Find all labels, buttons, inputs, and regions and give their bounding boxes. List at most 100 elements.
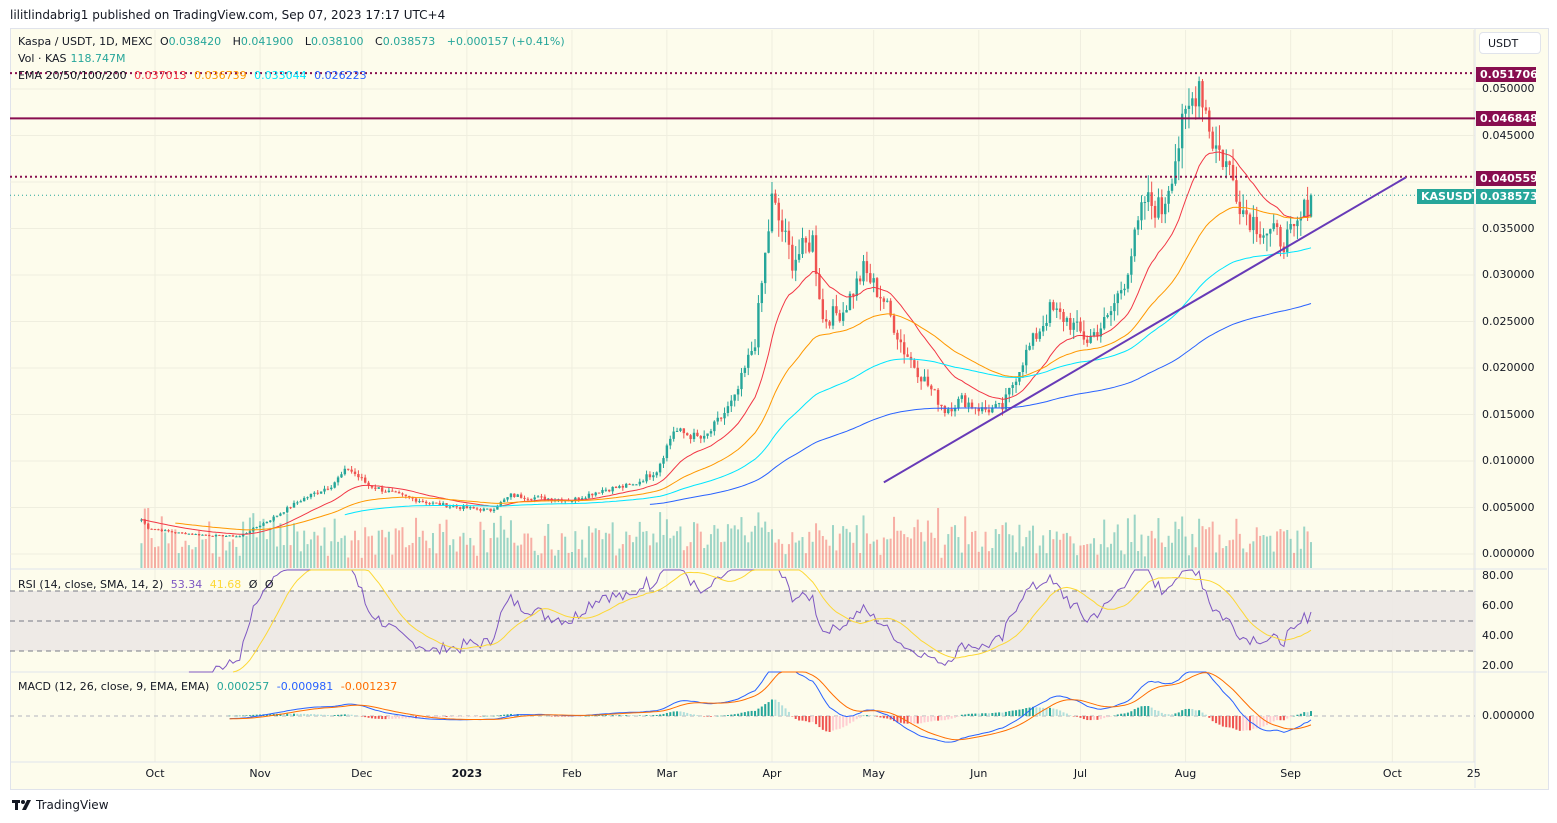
candle-body — [1089, 335, 1092, 343]
macd-histogram-bar — [1293, 715, 1296, 717]
volume-bar — [994, 529, 997, 568]
candle-body — [1241, 210, 1245, 215]
candle-body — [743, 367, 747, 373]
candle-body — [614, 486, 618, 489]
macd-histogram-bar — [720, 715, 723, 717]
macd-histogram-bar — [611, 715, 614, 716]
candle-body — [733, 394, 736, 401]
candle-body — [1164, 203, 1167, 215]
macd-histogram-bar — [550, 716, 553, 717]
volume-bar — [852, 542, 855, 568]
volume-label[interactable]: Vol · KAS — [18, 52, 67, 65]
candle-body — [764, 252, 767, 284]
volume-bar — [899, 530, 902, 568]
macd-histogram-bar — [255, 714, 258, 716]
time-axis-label: Feb — [562, 767, 582, 780]
volume-bar — [184, 540, 187, 568]
rsi-label[interactable]: RSI (14, close, SMA, 14, 2) — [18, 578, 164, 591]
volume-bar — [1303, 526, 1306, 568]
tradingview-logo-icon — [12, 800, 31, 810]
macd-histogram-bar — [1015, 710, 1018, 716]
volume-bar — [943, 544, 946, 568]
volume-bar — [452, 539, 455, 568]
candle-body — [489, 508, 492, 512]
macd-histogram-bar — [282, 713, 285, 716]
macd-histogram-bar — [238, 715, 241, 717]
macd-histogram-bar — [398, 716, 401, 719]
candle-body — [1180, 113, 1184, 149]
candle-body — [523, 497, 526, 499]
candle-body — [926, 376, 930, 386]
macd-histogram-bar — [1089, 716, 1092, 721]
price-axis-label: 0.005000 — [1482, 500, 1535, 514]
volume-bar — [381, 529, 384, 568]
macd-histogram-bar — [354, 715, 357, 716]
volume-bar — [228, 541, 231, 568]
chart-frame[interactable] — [10, 28, 1549, 790]
candle-body — [462, 505, 465, 510]
time-axis-label: Apr — [762, 767, 782, 780]
candle-body — [719, 417, 723, 419]
candle-body — [879, 296, 882, 299]
candle-body — [404, 494, 408, 496]
publish-info: lilitlindabrig1 published on TradingView… — [10, 8, 446, 22]
volume-bar — [798, 540, 801, 568]
macd-histogram-bar — [604, 715, 607, 716]
macd-histogram-bar — [1045, 708, 1048, 716]
volume-bar — [1238, 533, 1241, 568]
macd-label[interactable]: MACD (12, 26, close, 9, EMA, EMA) — [18, 680, 210, 693]
low-label: L — [304, 35, 312, 48]
candle-body — [211, 535, 214, 537]
macd-histogram-bar — [876, 716, 879, 717]
macd-histogram-bar — [1018, 709, 1021, 716]
volume-bar — [1150, 530, 1153, 568]
macd-histogram-bar — [699, 715, 702, 717]
candle-body — [1208, 110, 1211, 132]
volume-bar — [231, 539, 234, 568]
candle-body — [882, 298, 886, 302]
currency-button[interactable]: USDT — [1479, 32, 1541, 54]
macd-histogram-bar — [794, 716, 797, 719]
tradingview-logo[interactable]: TradingView — [12, 798, 109, 812]
symbol-title[interactable]: Kaspa / USDT, 1D, MEXC — [18, 35, 153, 48]
volume-bar — [808, 531, 811, 568]
macd-histogram-bar — [1021, 709, 1024, 716]
volume-bar — [737, 529, 740, 568]
candle-body — [414, 498, 418, 502]
macd-histogram-bar — [991, 713, 994, 716]
candle-body — [411, 497, 414, 499]
candle-body — [140, 519, 143, 521]
volume-bar — [523, 533, 526, 568]
candle-body — [1123, 288, 1126, 291]
volume-bar — [374, 554, 377, 568]
candle-body — [919, 377, 923, 382]
candle-body — [648, 474, 652, 478]
volume-bar — [181, 546, 184, 568]
volume-bar — [1259, 535, 1262, 568]
ema-label[interactable]: EMA 20/50/100/200 — [18, 69, 127, 82]
volume-bar — [947, 534, 950, 568]
macd-histogram-bar — [309, 714, 312, 716]
high-label: H — [232, 35, 241, 48]
candle-body — [401, 493, 404, 495]
volume-bar — [398, 530, 401, 568]
macd-histogram-bar — [1140, 706, 1143, 716]
volume-bar — [1187, 555, 1190, 568]
volume-bar — [801, 537, 804, 568]
candle-body — [997, 403, 1001, 405]
macd-histogram-bar — [726, 715, 729, 716]
candle-body — [336, 477, 340, 483]
candle-body — [774, 193, 777, 203]
candle-body — [828, 321, 831, 326]
macd-histogram-bar — [615, 715, 618, 716]
macd-histogram-bar — [337, 714, 340, 716]
volume-bar — [408, 545, 411, 568]
volume-bar — [204, 538, 207, 568]
volume-bar — [499, 515, 502, 568]
volume-bar — [357, 540, 360, 568]
candle-body — [858, 278, 862, 282]
candle-body — [248, 531, 252, 533]
volume-bar — [1252, 541, 1255, 568]
volume-bar — [676, 531, 679, 568]
